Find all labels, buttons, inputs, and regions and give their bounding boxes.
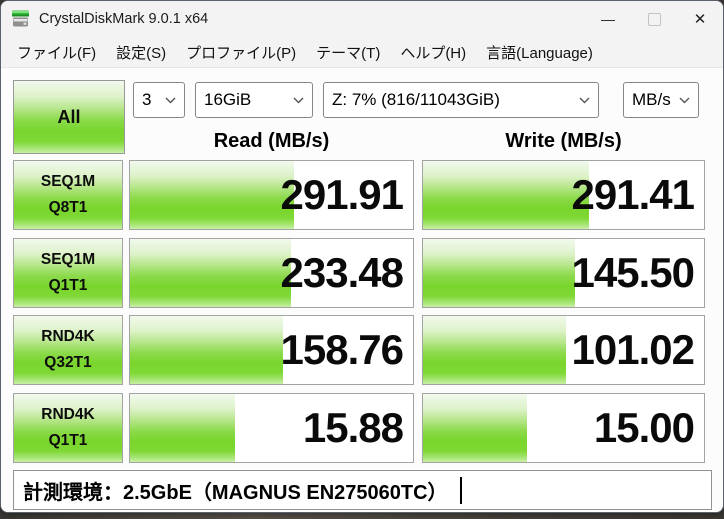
result-bar xyxy=(423,239,575,307)
test-size-value: 16GiB xyxy=(204,90,252,109)
result-bar xyxy=(130,161,295,229)
chevron-down-icon xyxy=(679,97,690,103)
app-icon xyxy=(12,10,29,27)
text-cursor xyxy=(459,476,462,504)
test-label-line2: Q32T1 xyxy=(44,354,92,371)
write-value: 145.50 xyxy=(571,249,695,296)
target-drive-value: Z: 7% (816/11043GiB) xyxy=(332,90,500,109)
result-bar xyxy=(130,316,283,384)
write-result-cell: 291.41 xyxy=(422,160,705,230)
read-value: 158.76 xyxy=(280,326,404,373)
read-result-cell: 15.88 xyxy=(129,393,414,463)
result-bar xyxy=(130,394,235,462)
result-bar xyxy=(423,316,567,384)
test-count-value: 3 xyxy=(142,90,152,109)
client-area: All 3 16GiB Z: 7% (816/11043GiB) MB/s Re… xyxy=(1,68,723,512)
read-value: 291.91 xyxy=(280,171,404,218)
menu-file[interactable]: ファイル(F) xyxy=(17,44,97,62)
titlebar: CrystalDiskMark 9.0.1 x64 — ✕ xyxy=(1,1,723,37)
menu-language[interactable]: 言語(Language) xyxy=(486,44,593,62)
test-label-seq1m-q1t1[interactable]: SEQ1M Q1T1 xyxy=(13,238,123,308)
chevron-down-icon xyxy=(293,97,304,103)
maximize-button[interactable] xyxy=(631,1,677,37)
menu-profile[interactable]: プロファイル(P) xyxy=(186,44,297,62)
result-bar xyxy=(130,239,292,307)
test-label-line1: SEQ1M xyxy=(40,173,96,191)
result-bar xyxy=(423,161,589,229)
menu-help[interactable]: ヘルプ(H) xyxy=(400,44,467,62)
read-value: 233.48 xyxy=(280,249,404,296)
test-size-select[interactable]: 16GiB xyxy=(195,82,313,118)
write-result-cell: 145.50 xyxy=(422,238,705,308)
chevron-down-icon xyxy=(165,97,176,103)
test-count-select[interactable]: 3 xyxy=(133,82,185,118)
test-label-line1: RND4K xyxy=(41,406,95,424)
target-drive-select[interactable]: Z: 7% (816/11043GiB) xyxy=(323,82,599,118)
menubar: ファイル(F) 設定(S) プロファイル(P) テーマ(T) ヘルプ(H) 言語… xyxy=(1,37,723,68)
maximize-icon xyxy=(647,12,661,26)
test-label-seq1m-q8t1[interactable]: SEQ1M Q8T1 xyxy=(13,160,123,230)
menu-settings[interactable]: 設定(S) xyxy=(116,44,167,62)
read-result-cell: 158.76 xyxy=(129,315,414,385)
test-label-line2: Q1T1 xyxy=(48,432,88,449)
write-value: 291.41 xyxy=(571,171,695,218)
close-button[interactable]: ✕ xyxy=(677,1,723,37)
minimize-button[interactable]: — xyxy=(585,1,631,37)
test-label-line2: Q8T1 xyxy=(48,199,88,216)
result-bar xyxy=(423,394,527,462)
read-result-cell: 233.48 xyxy=(129,238,414,308)
menu-theme[interactable]: テーマ(T) xyxy=(316,44,381,62)
write-value: 101.02 xyxy=(571,326,695,373)
test-label-rnd4k-q32t1[interactable]: RND4K Q32T1 xyxy=(13,315,123,385)
window-title: CrystalDiskMark 9.0.1 x64 xyxy=(39,11,209,27)
write-column-header: Write (MB/s) xyxy=(505,129,622,152)
unit-select[interactable]: MB/s xyxy=(623,82,699,118)
write-result-cell: 15.00 xyxy=(422,393,705,463)
read-value: 15.88 xyxy=(302,404,404,451)
read-column-header: Read (MB/s) xyxy=(213,129,330,152)
chevron-down-icon xyxy=(579,97,590,103)
close-icon: ✕ xyxy=(693,11,707,28)
test-label-line2: Q1T1 xyxy=(48,277,88,294)
test-label-line1: SEQ1M xyxy=(40,251,96,269)
unit-value: MB/s xyxy=(632,90,671,109)
comment-input[interactable]: 計測環境：2.5GbE（MAGNUS EN275060TC） xyxy=(13,470,712,510)
test-label-line1: RND4K xyxy=(41,328,95,346)
minimize-icon: — xyxy=(601,11,615,27)
read-result-cell: 291.91 xyxy=(129,160,414,230)
run-all-button[interactable]: All xyxy=(13,80,125,154)
write-result-cell: 101.02 xyxy=(422,315,705,385)
write-value: 15.00 xyxy=(593,404,695,451)
test-label-rnd4k-q1t1[interactable]: RND4K Q1T1 xyxy=(13,393,123,463)
comment-text: 計測環境：2.5GbE（MAGNUS EN275060TC） xyxy=(23,481,448,504)
